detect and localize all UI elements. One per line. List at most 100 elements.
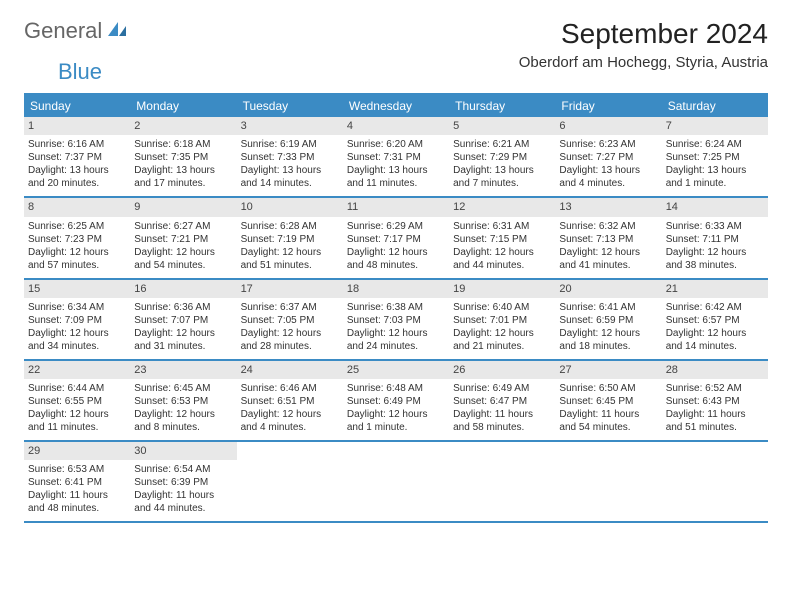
daylight-text: Daylight: 12 hours — [28, 246, 126, 259]
day-number: 19 — [449, 280, 555, 298]
sunrise-text: Sunrise: 6:42 AM — [666, 301, 764, 314]
daylight-text: Daylight: 13 hours — [559, 164, 657, 177]
daylight-text: and 54 minutes. — [134, 259, 232, 272]
sunset-text: Sunset: 7:33 PM — [241, 151, 339, 164]
daylight-text: Daylight: 13 hours — [28, 164, 126, 177]
sunrise-text: Sunrise: 6:36 AM — [134, 301, 232, 314]
sunset-text: Sunset: 7:01 PM — [453, 314, 551, 327]
daylight-text: and 14 minutes. — [666, 340, 764, 353]
empty-cell — [555, 442, 661, 521]
empty-cell — [343, 442, 449, 521]
daylight-text: and 44 minutes. — [134, 502, 232, 515]
sunset-text: Sunset: 7:31 PM — [347, 151, 445, 164]
sunrise-text: Sunrise: 6:37 AM — [241, 301, 339, 314]
daylight-text: and 28 minutes. — [241, 340, 339, 353]
day-headers-row: SundayMondayTuesdayWednesdayThursdayFrid… — [24, 95, 768, 117]
sunrise-text: Sunrise: 6:52 AM — [666, 382, 764, 395]
empty-cell — [662, 442, 768, 521]
daylight-text: and 4 minutes. — [241, 421, 339, 434]
sunset-text: Sunset: 7:13 PM — [559, 233, 657, 246]
day-number: 28 — [662, 361, 768, 379]
daylight-text: and 1 minute. — [347, 421, 445, 434]
day-number: 30 — [130, 442, 236, 460]
day-cell: 13Sunrise: 6:32 AMSunset: 7:13 PMDayligh… — [555, 198, 661, 277]
daylight-text: Daylight: 11 hours — [28, 489, 126, 502]
day-number: 21 — [662, 280, 768, 298]
sunrise-text: Sunrise: 6:40 AM — [453, 301, 551, 314]
day-header: Monday — [130, 95, 236, 117]
daylight-text: and 18 minutes. — [559, 340, 657, 353]
sunrise-text: Sunrise: 6:20 AM — [347, 138, 445, 151]
logo-text-2: Blue — [58, 59, 102, 85]
sunset-text: Sunset: 7:05 PM — [241, 314, 339, 327]
day-cell: 28Sunrise: 6:52 AMSunset: 6:43 PMDayligh… — [662, 361, 768, 440]
daylight-text: and 51 minutes. — [666, 421, 764, 434]
sunset-text: Sunset: 6:41 PM — [28, 476, 126, 489]
sunset-text: Sunset: 7:37 PM — [28, 151, 126, 164]
day-number: 1 — [24, 117, 130, 135]
sunset-text: Sunset: 6:47 PM — [453, 395, 551, 408]
sunset-text: Sunset: 6:49 PM — [347, 395, 445, 408]
day-cell: 22Sunrise: 6:44 AMSunset: 6:55 PMDayligh… — [24, 361, 130, 440]
daylight-text: Daylight: 12 hours — [347, 408, 445, 421]
daylight-text: and 24 minutes. — [347, 340, 445, 353]
daylight-text: and 14 minutes. — [241, 177, 339, 190]
sunrise-text: Sunrise: 6:53 AM — [28, 463, 126, 476]
day-cell: 10Sunrise: 6:28 AMSunset: 7:19 PMDayligh… — [237, 198, 343, 277]
day-cell: 16Sunrise: 6:36 AMSunset: 7:07 PMDayligh… — [130, 280, 236, 359]
day-number: 4 — [343, 117, 449, 135]
day-number: 11 — [343, 198, 449, 216]
day-header: Wednesday — [343, 95, 449, 117]
sunrise-text: Sunrise: 6:18 AM — [134, 138, 232, 151]
sunset-text: Sunset: 7:35 PM — [134, 151, 232, 164]
daylight-text: Daylight: 12 hours — [347, 327, 445, 340]
daylight-text: Daylight: 12 hours — [241, 246, 339, 259]
day-header: Thursday — [449, 95, 555, 117]
day-number: 13 — [555, 198, 661, 216]
daylight-text: and 48 minutes. — [347, 259, 445, 272]
sunset-text: Sunset: 7:21 PM — [134, 233, 232, 246]
day-number: 18 — [343, 280, 449, 298]
day-number: 7 — [662, 117, 768, 135]
daylight-text: Daylight: 12 hours — [453, 246, 551, 259]
day-number: 26 — [449, 361, 555, 379]
daylight-text: Daylight: 12 hours — [241, 327, 339, 340]
daylight-text: and 8 minutes. — [134, 421, 232, 434]
day-number: 20 — [555, 280, 661, 298]
daylight-text: and 4 minutes. — [559, 177, 657, 190]
sunset-text: Sunset: 6:51 PM — [241, 395, 339, 408]
daylight-text: Daylight: 13 hours — [347, 164, 445, 177]
daylight-text: Daylight: 12 hours — [28, 408, 126, 421]
sunset-text: Sunset: 7:29 PM — [453, 151, 551, 164]
day-cell: 3Sunrise: 6:19 AMSunset: 7:33 PMDaylight… — [237, 117, 343, 196]
daylight-text: and 48 minutes. — [28, 502, 126, 515]
daylight-text: Daylight: 13 hours — [666, 164, 764, 177]
sunrise-text: Sunrise: 6:49 AM — [453, 382, 551, 395]
daylight-text: and 41 minutes. — [559, 259, 657, 272]
daylight-text: Daylight: 12 hours — [28, 327, 126, 340]
daylight-text: Daylight: 12 hours — [134, 327, 232, 340]
daylight-text: Daylight: 12 hours — [134, 246, 232, 259]
daylight-text: and 11 minutes. — [28, 421, 126, 434]
day-header: Saturday — [662, 95, 768, 117]
sunrise-text: Sunrise: 6:24 AM — [666, 138, 764, 151]
sunrise-text: Sunrise: 6:28 AM — [241, 220, 339, 233]
day-cell: 20Sunrise: 6:41 AMSunset: 6:59 PMDayligh… — [555, 280, 661, 359]
day-cell: 18Sunrise: 6:38 AMSunset: 7:03 PMDayligh… — [343, 280, 449, 359]
daylight-text: and 17 minutes. — [134, 177, 232, 190]
sunset-text: Sunset: 7:17 PM — [347, 233, 445, 246]
day-number: 29 — [24, 442, 130, 460]
daylight-text: and 54 minutes. — [559, 421, 657, 434]
sunrise-text: Sunrise: 6:29 AM — [347, 220, 445, 233]
logo: General — [24, 18, 130, 44]
sunrise-text: Sunrise: 6:50 AM — [559, 382, 657, 395]
day-cell: 12Sunrise: 6:31 AMSunset: 7:15 PMDayligh… — [449, 198, 555, 277]
logo-text-1: General — [24, 18, 102, 44]
day-number: 24 — [237, 361, 343, 379]
sunrise-text: Sunrise: 6:54 AM — [134, 463, 232, 476]
day-number: 22 — [24, 361, 130, 379]
day-cell: 17Sunrise: 6:37 AMSunset: 7:05 PMDayligh… — [237, 280, 343, 359]
day-cell: 30Sunrise: 6:54 AMSunset: 6:39 PMDayligh… — [130, 442, 236, 521]
day-cell: 15Sunrise: 6:34 AMSunset: 7:09 PMDayligh… — [24, 280, 130, 359]
sunrise-text: Sunrise: 6:45 AM — [134, 382, 232, 395]
